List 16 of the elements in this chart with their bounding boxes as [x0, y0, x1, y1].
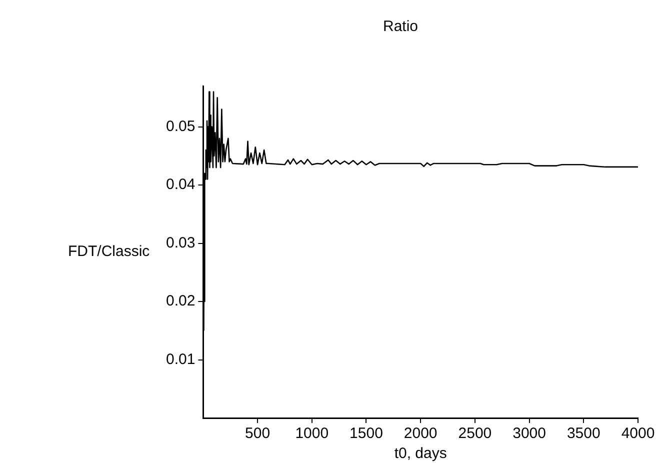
x-tick-label: 1000 — [295, 425, 329, 442]
x-axis-title: t0, days — [394, 445, 447, 462]
x-tick-label: 2000 — [404, 425, 438, 442]
y-tick-label: 0.03 — [166, 234, 196, 252]
x-tick-label: 1500 — [350, 425, 383, 442]
x-tick-label: 500 — [245, 425, 270, 442]
x-tick-label: 3000 — [512, 425, 546, 442]
y-axis-title: FDT/Classic — [68, 243, 150, 260]
y-tick-label: 0.02 — [166, 292, 196, 310]
x-tick-label: 3500 — [566, 425, 600, 442]
y-tick-label: 0.01 — [166, 350, 196, 368]
y-tick-label: 0.05 — [166, 118, 196, 135]
x-tick-label: 4000 — [621, 425, 655, 442]
y-tick-label: 0.04 — [166, 176, 196, 194]
chart-title: Ratio — [382, 18, 418, 36]
x-tick-label: 2500 — [458, 425, 492, 442]
